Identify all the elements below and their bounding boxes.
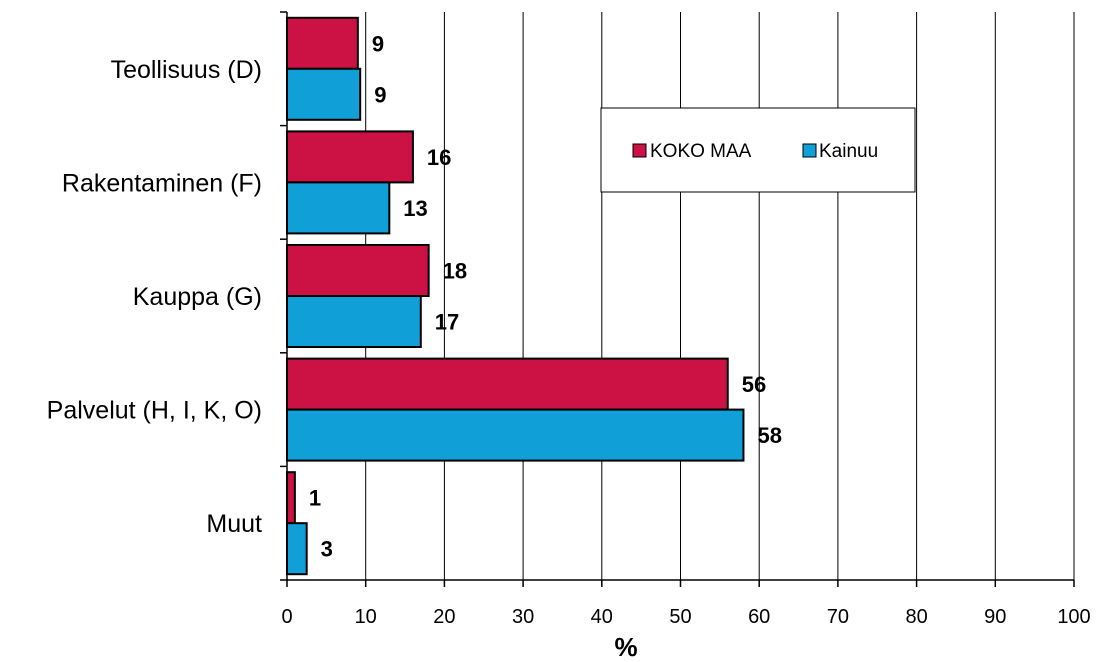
value-label-kainuu-rakentaminen-f: 13 <box>403 196 427 221</box>
bars <box>286 16 745 576</box>
bar-kainuu-palvelut-h-i-k-o <box>286 408 745 462</box>
x-ticks: 0 10 20 30 40 50 60 70 80 90 100 <box>280 11 1091 628</box>
category-label-kauppa-g: Kauppa (G) <box>133 283 262 311</box>
legend-label-kainuu: Kainuu <box>819 141 878 162</box>
category-label-teollisuus-d: Teollisuus (D) <box>111 56 262 84</box>
bar-koko-maa-palvelut-h-i-k-o <box>286 357 729 411</box>
value-label-koko-maa-teollisuus-d: 9 <box>372 31 384 56</box>
bar-kainuu-muut <box>286 522 308 576</box>
x-tick-label: 50 <box>669 606 691 628</box>
x-axis-title: % <box>614 632 637 662</box>
value-label-koko-maa-kauppa-g: 18 <box>443 259 467 284</box>
value-label-koko-maa-palvelut-h-i-k-o: 56 <box>742 372 766 397</box>
bar-koko-maa-muut <box>286 471 296 525</box>
category-label-palvelut-h-i-k-o: Palvelut (H, I, K, O) <box>47 397 262 425</box>
gridlines <box>365 12 1075 580</box>
bar-kainuu-rakentaminen-f <box>286 181 391 235</box>
x-tick-label: 10 <box>355 606 377 628</box>
value-label-kainuu-muut: 3 <box>321 537 333 562</box>
x-tick-label: 90 <box>984 606 1006 628</box>
value-label-kainuu-palvelut-h-i-k-o: 58 <box>757 423 781 448</box>
x-tick-label: 30 <box>512 606 534 628</box>
x-tick-label: 70 <box>827 606 849 628</box>
x-tick-label: 40 <box>591 606 613 628</box>
x-tick-label: 80 <box>905 606 927 628</box>
value-label-kainuu-kauppa-g: 17 <box>435 310 459 335</box>
bar-koko-maa-teollisuus-d <box>286 16 359 70</box>
legend: KOKO MAA Kainuu <box>600 107 916 193</box>
legend-box <box>600 107 916 193</box>
value-label-kainuu-teollisuus-d: 9 <box>374 82 386 107</box>
category-label-muut: Muut <box>206 510 262 538</box>
value-label-koko-maa-muut: 1 <box>309 486 321 511</box>
legend-label-koko-maa: KOKO MAA <box>650 141 752 162</box>
x-tick-label: 20 <box>433 606 455 628</box>
bar-koko-maa-rakentaminen-f <box>286 130 414 184</box>
bar-koko-maa-kauppa-g <box>286 244 430 297</box>
bar-kainuu-teollisuus-d <box>286 67 362 121</box>
legend-swatch-koko-maa <box>632 143 647 158</box>
value-label-koko-maa-rakentaminen-f: 16 <box>427 145 451 170</box>
bar-kainuu-kauppa-g <box>286 295 422 348</box>
x-tick-label: 0 <box>281 606 292 628</box>
category-label-rakentaminen-f: Rakentaminen (F) <box>62 169 262 197</box>
legend-swatch-kainuu <box>802 143 817 158</box>
x-tick-label: 100 <box>1057 606 1090 628</box>
x-tick-label: 60 <box>748 606 770 628</box>
category-labels: Teollisuus (D) Rakentaminen (F) Kauppa (G)… <box>47 56 262 538</box>
